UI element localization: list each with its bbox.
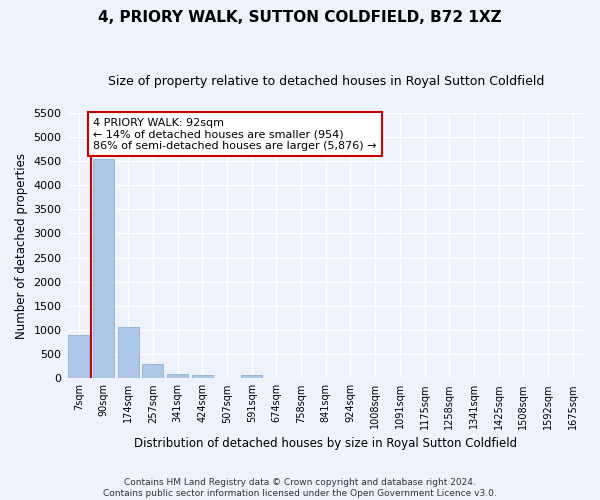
Bar	[93, 158, 114, 378]
Title: Size of property relative to detached houses in Royal Sutton Coldfield: Size of property relative to detached ho…	[107, 75, 544, 88]
Text: 4, PRIORY WALK, SUTTON COLDFIELD, B72 1XZ: 4, PRIORY WALK, SUTTON COLDFIELD, B72 1X…	[98, 10, 502, 25]
Bar	[118, 327, 139, 378]
Bar	[68, 335, 89, 378]
Bar	[192, 375, 213, 378]
Bar	[142, 364, 163, 378]
Text: Contains HM Land Registry data © Crown copyright and database right 2024.
Contai: Contains HM Land Registry data © Crown c…	[103, 478, 497, 498]
X-axis label: Distribution of detached houses by size in Royal Sutton Coldfield: Distribution of detached houses by size …	[134, 437, 517, 450]
Bar	[167, 374, 188, 378]
Text: 4 PRIORY WALK: 92sqm
← 14% of detached houses are smaller (954)
86% of semi-deta: 4 PRIORY WALK: 92sqm ← 14% of detached h…	[93, 118, 377, 151]
Y-axis label: Number of detached properties: Number of detached properties	[15, 152, 28, 338]
Bar	[241, 376, 262, 378]
